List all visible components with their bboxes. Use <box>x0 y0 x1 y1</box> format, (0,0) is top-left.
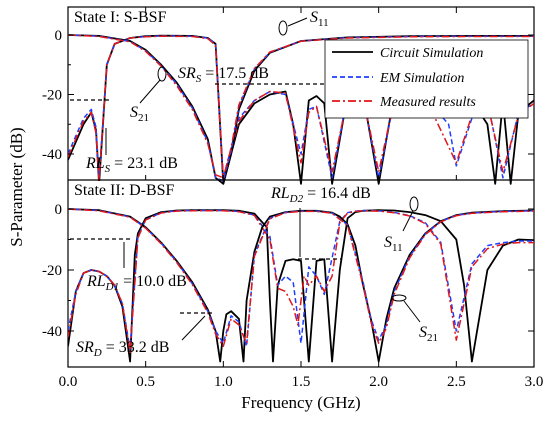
annotation-s21-lower-marker <box>391 294 407 302</box>
annotation-rl-s-sub: S <box>105 163 111 175</box>
annotation-rl-d2-sub: D2 <box>289 193 304 205</box>
x-tick-label: 2.0 <box>369 374 388 390</box>
annotation-rl-d1-value: = 10.0 dB <box>119 273 187 290</box>
panel-1-series-s11-measured-results <box>68 210 534 354</box>
annotation-s11-upper-sub: 11 <box>318 17 329 29</box>
annotation-s21-lower: S21 <box>391 294 438 344</box>
x-tick-label: 0.5 <box>136 374 155 390</box>
annotation-s11-lower-arrow <box>402 210 414 232</box>
annotation-s11-lower-sub: 11 <box>392 242 403 254</box>
legend-box <box>324 39 529 119</box>
annotation-rl-d1-sym: RL <box>86 273 106 290</box>
panel-0-y-ticks: 0 -20 -40 <box>42 28 534 163</box>
panel-1-y-tick-label: -40 <box>42 324 62 340</box>
panel-1-y-ticks: 0 -20 -40 <box>42 202 534 340</box>
annotation-s21-lower-label: S21 <box>419 324 438 344</box>
annotation-sr-d-label: SRD = 33.2 dB <box>76 339 169 359</box>
annotation-s21-upper-marker <box>157 66 167 82</box>
annotation-sr-s: SRS = 17.5 dB <box>178 65 325 85</box>
annotation-sr-d-sub: D <box>93 347 102 359</box>
x-tick-label: 3.0 <box>525 374 544 390</box>
x-tick-label: 1.0 <box>214 374 233 390</box>
annotation-rl-d1-label: RLD1 = 10.0 dB <box>86 273 187 293</box>
annotation-s11-upper-arrow <box>287 17 308 27</box>
annotation-s21-lower-sub: 21 <box>427 332 438 344</box>
panel-1-series-s21-measured-results <box>68 208 534 348</box>
annotation-s11-upper-marker <box>278 20 288 36</box>
annotation-s21-lower-arrow <box>403 300 421 323</box>
annotation-sr-s-sym: SR <box>178 65 196 82</box>
annotation-sr-s-value: = 17.5 dB <box>201 65 269 82</box>
annotation-s11-lower-marker <box>409 196 419 212</box>
legend-label-em: EM Simulation <box>379 71 464 86</box>
annotation-sr-d-value: = 33.2 dB <box>102 339 170 356</box>
annotation-s21-upper-arrow <box>139 79 161 104</box>
annotation-s11-upper-label: S11 <box>310 9 329 29</box>
panel-1-series-s11-circuit-simulation <box>68 209 534 363</box>
annotation-s21-lower-sym: S <box>419 324 427 341</box>
legend: Circuit Simulation EM Simulation Measure… <box>324 39 529 119</box>
annotation-sr-d: SRD = 33.2 dB <box>76 312 215 359</box>
annotation-s21-upper: S21 <box>130 66 167 124</box>
panel-0-y-tick-label: 0 <box>55 28 63 44</box>
annotation-s11-upper: S11 <box>278 9 329 36</box>
annotation-rl-s: RLS = 23.1 dB <box>70 99 178 175</box>
annotation-s11-lower-label: S11 <box>384 234 403 254</box>
annotation-s21-upper-label: S21 <box>130 104 149 124</box>
panel-1: 0-20-40 State II: D-BSF RLD2 = 16.4 dB S… <box>42 182 534 363</box>
annotation-sr-d-sym: SR <box>76 339 94 356</box>
panel-0-series-s21-measured-results <box>68 34 534 179</box>
annotation-sr-s-label: SRS = 17.5 dB <box>178 65 269 85</box>
annotation-rl-d2: RLD2 = 16.4 dB <box>270 185 371 260</box>
annotation-rl-d2-sym: RL <box>270 185 290 202</box>
x-axis: 0.0 0.5 1.0 1.5 2.0 2.5 3.0 <box>59 7 544 390</box>
panel-0-title: State I: S-BSF <box>74 9 167 26</box>
x-tick-label: 0.0 <box>59 374 78 390</box>
annotation-s11-lower: S11 <box>384 196 419 254</box>
panel-0-series-s11-measured-results <box>68 35 534 182</box>
panel-1-title-background <box>69 181 181 198</box>
panel-1-title: State II: D-BSF <box>74 182 175 199</box>
panel-1-y-tick-label: -20 <box>42 263 62 279</box>
annotation-s11-lower-sym: S <box>384 234 392 251</box>
annotation-s21-upper-sym: S <box>130 104 138 121</box>
panel-1-y-tick-label: 0 <box>55 202 63 218</box>
x-tick-label: 2.5 <box>447 374 466 390</box>
annotation-rl-d1-sub: D1 <box>105 281 119 293</box>
legend-label-measured: Measured results <box>379 95 476 110</box>
annotation-rl-d2-value: = 16.4 dB <box>303 185 371 202</box>
annotation-rl-s-label: RLS = 23.1 dB <box>85 155 178 175</box>
x-axis-label: Frequency (GHz) <box>241 393 360 412</box>
annotation-s21-upper-sub: 21 <box>138 112 149 124</box>
y-axis-label: S-Parameter (dB) <box>7 127 26 246</box>
panel-0-y-tick-label: -40 <box>42 147 62 163</box>
annotation-sr-d-arrow <box>181 315 206 341</box>
annotation-rl-s-sym: RL <box>85 155 105 172</box>
annotation-s11-upper-sym: S <box>310 9 318 26</box>
panel-1-series <box>68 208 534 363</box>
annotation-rl-s-value: = 23.1 dB <box>110 155 178 172</box>
panel-0-y-tick-label: -20 <box>42 88 62 104</box>
annotation-rl-d1: RLD1 = 10.0 dB <box>70 238 187 293</box>
annotation-rl-d2-label: RLD2 = 16.4 dB <box>270 185 371 205</box>
x-tick-label: 1.5 <box>292 374 311 390</box>
annotation-sr-s-sub: S <box>196 73 202 85</box>
legend-label-circuit: Circuit Simulation <box>380 46 483 61</box>
